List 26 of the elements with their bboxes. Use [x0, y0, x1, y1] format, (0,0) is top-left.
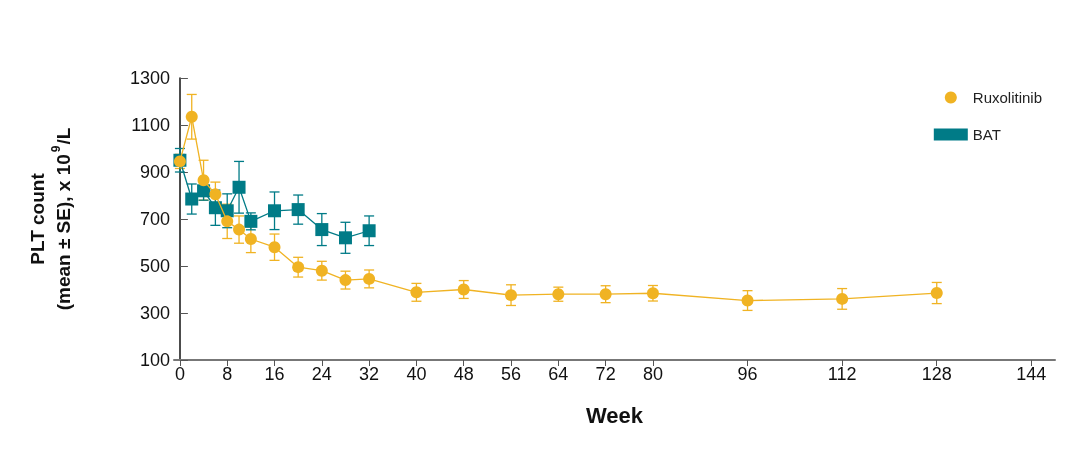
x-tick-label: 32: [359, 364, 380, 384]
y-tick-label: 1100: [131, 115, 170, 135]
x-tick-label: 96: [737, 364, 758, 384]
y-tick-label: 900: [139, 162, 170, 182]
y-tick-label: 500: [139, 256, 170, 276]
y-tick-label: 1300: [129, 68, 170, 88]
legend-label: BAT: [972, 126, 1001, 143]
x-tick-label: 80: [642, 364, 663, 384]
y-axis-title: PLT count (mean ± SE), x 109/L: [26, 127, 74, 311]
y-tick-label: 100: [139, 350, 170, 370]
x-tick-label: 64: [548, 364, 569, 384]
y-tick-label: 700: [139, 209, 170, 229]
x-tick-label: 72: [595, 364, 616, 384]
x-tick-label: 48: [453, 364, 474, 384]
x-tick-label: 128: [921, 364, 952, 384]
x-axis-title: Week: [585, 402, 644, 428]
x-tick-label: 40: [406, 364, 427, 384]
x-tick-label: 144: [1016, 364, 1047, 384]
x-tick-label: 8: [222, 364, 233, 384]
x-tick-label: 24: [311, 364, 332, 384]
y-tick-label: 300: [139, 303, 170, 323]
x-tick-label: 0: [174, 364, 185, 384]
x-tick-label: 56: [501, 364, 522, 384]
x-tick-label: 112: [827, 364, 857, 384]
x-tick-label: 16: [264, 364, 285, 384]
legend-label: Ruxolitinib: [972, 89, 1042, 106]
